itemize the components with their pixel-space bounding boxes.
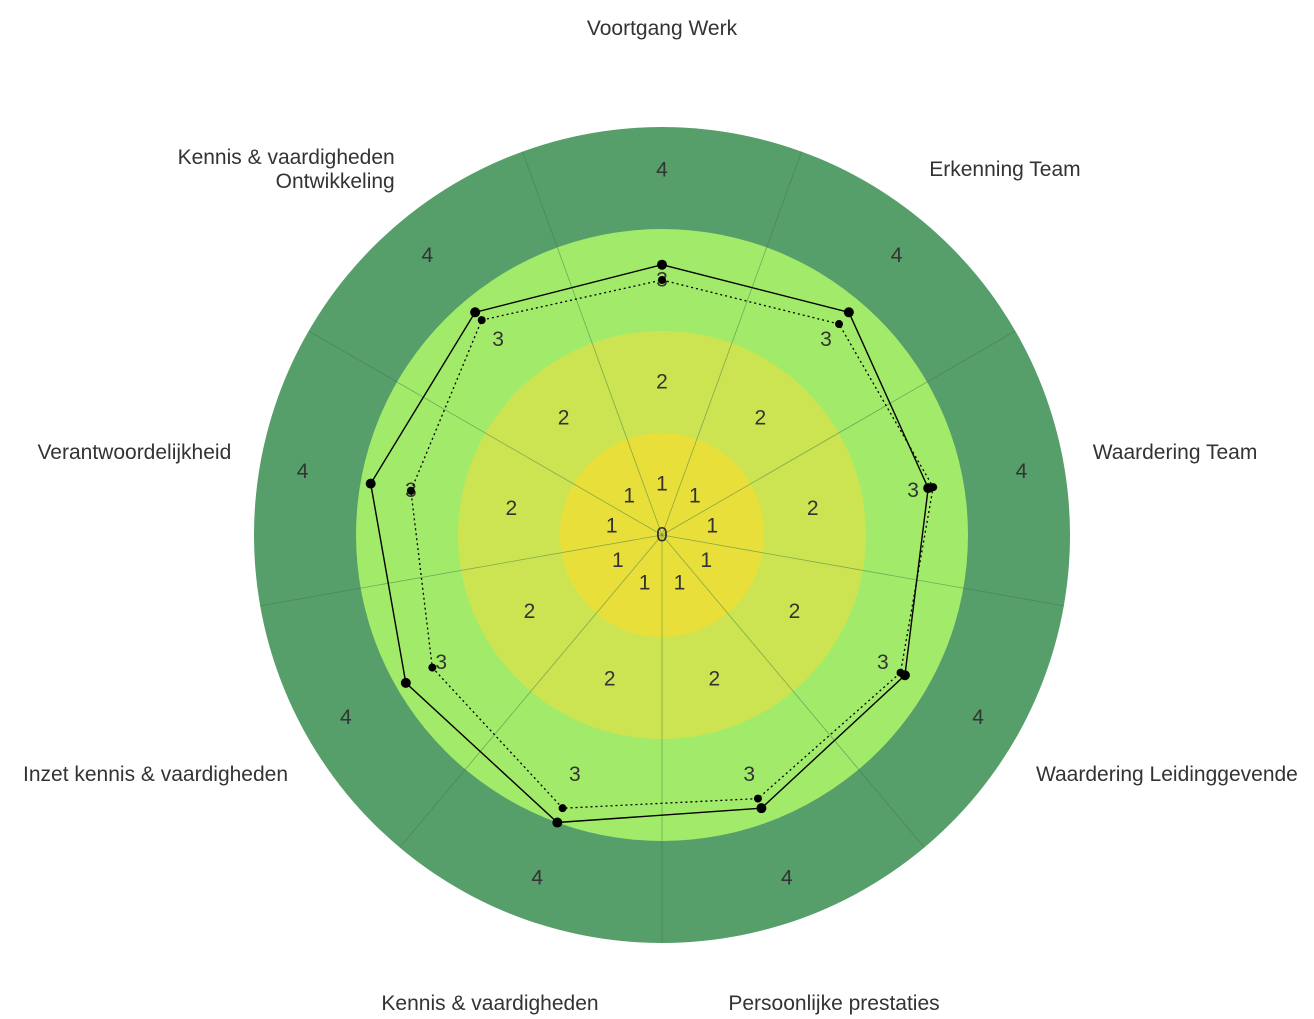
radar-series-line-1 — [369, 263, 929, 824]
radar-tick-label: 1 — [700, 549, 712, 572]
radar-series — [365, 259, 938, 828]
radar-series-2-point — [658, 276, 666, 284]
radar-series-2-point — [753, 794, 762, 803]
radar-tick-label: 3 — [877, 651, 889, 674]
radar-series-1-point — [657, 259, 667, 270]
radar-axis-labels: Voortgang Werk Erkenning Team Waardering T… — [23, 17, 1298, 1015]
radar-series-line-2 — [410, 279, 934, 809]
radar-tick-label: 2 — [505, 497, 517, 520]
radar-tick-label: 2 — [604, 667, 616, 690]
radar-tick-label: 4 — [781, 866, 793, 889]
radar-tick-label: 1 — [689, 484, 701, 507]
radar-tick-label: 2 — [558, 406, 570, 429]
radar-tick-label: 3 — [907, 479, 919, 502]
radar-tick-label: 4 — [340, 706, 352, 729]
radar-tick-label: 4 — [891, 244, 903, 267]
radar-spoke — [661, 534, 1064, 607]
radar-series-2-point — [428, 663, 437, 672]
radar-tick-label: 4 — [531, 866, 543, 889]
radar-series-1-point — [470, 307, 481, 318]
radar-axis-label: Kennis & vaardigheden — [381, 992, 598, 1015]
radar-tick-labels: 0123412341234123412341234123412341234 — [297, 159, 1028, 890]
radar-spokes — [260, 151, 1064, 943]
radar-tick-label-center: 0 — [656, 524, 668, 547]
radar-series-1-point — [843, 307, 854, 318]
radar-tick-label: 4 — [422, 244, 434, 267]
radar-series-2-point — [406, 486, 415, 495]
radar-series-2-point — [558, 804, 567, 813]
radar-tick-label: 4 — [1016, 460, 1028, 483]
radar-tick-label: 1 — [656, 473, 668, 496]
radar-tick-label: 1 — [606, 515, 618, 538]
radar-tick-label: 3 — [820, 328, 832, 351]
radar-tick-label: 2 — [807, 497, 819, 520]
radar-axis-label: Verantwoordelijkheid — [37, 440, 231, 463]
radar-spoke — [661, 534, 925, 848]
radar-tick-label: 4 — [972, 706, 984, 729]
radar-tick-label: 1 — [706, 515, 718, 538]
radar-tick-label: 1 — [639, 571, 651, 594]
radar-spoke — [399, 534, 663, 848]
radar-tick-label: 2 — [524, 600, 536, 623]
radar-spoke — [522, 151, 663, 536]
radar-tick-label: 3 — [743, 763, 755, 786]
radar-spoke — [661, 330, 1016, 536]
radar-series-1-point — [756, 803, 767, 814]
radar-tick-label: 2 — [708, 667, 720, 690]
radar-series-1-point — [552, 817, 563, 828]
radar-spoke — [308, 330, 663, 536]
radar-axis-label: Inzet kennis & vaardigheden — [23, 763, 288, 786]
radar-series-2-point — [896, 668, 905, 677]
radar-spoke — [260, 534, 663, 607]
radar-series-2-point — [835, 320, 844, 329]
radar-tick-label: 3 — [492, 328, 504, 351]
radar-tick-label: 3 — [435, 651, 447, 674]
radar-series-1-point — [400, 677, 411, 688]
radar-series-2-point — [929, 483, 938, 492]
radar-spoke — [661, 151, 802, 536]
radar-tick-label: 3 — [569, 763, 581, 786]
radar-series-2-point — [477, 316, 486, 325]
radar-tick-label: 2 — [789, 600, 801, 623]
radar-axis-label: Waardering Leidinggevende — [1036, 763, 1298, 786]
radar-axis-label: Persoonlijke prestaties — [728, 992, 939, 1015]
radar-tick-label: 1 — [612, 549, 624, 572]
radar-axis-label: Voortgang Werk — [587, 17, 738, 40]
radar-tick-label: 1 — [623, 484, 635, 507]
radar-tick-label: 2 — [755, 406, 767, 429]
radar-axis-label: Waardering Team — [1093, 440, 1258, 463]
radar-axis-label: Erkenning Team — [929, 157, 1080, 180]
radar-axis-label: Kennis & vaardigheden Ontwikkeling — [178, 145, 395, 192]
radar-tick-label: 2 — [656, 371, 668, 394]
radar-series-1-point — [365, 478, 376, 489]
radar-tick-label: 4 — [656, 159, 668, 182]
radar-tick-label: 1 — [674, 571, 686, 594]
radar-tick-label: 4 — [297, 460, 309, 483]
